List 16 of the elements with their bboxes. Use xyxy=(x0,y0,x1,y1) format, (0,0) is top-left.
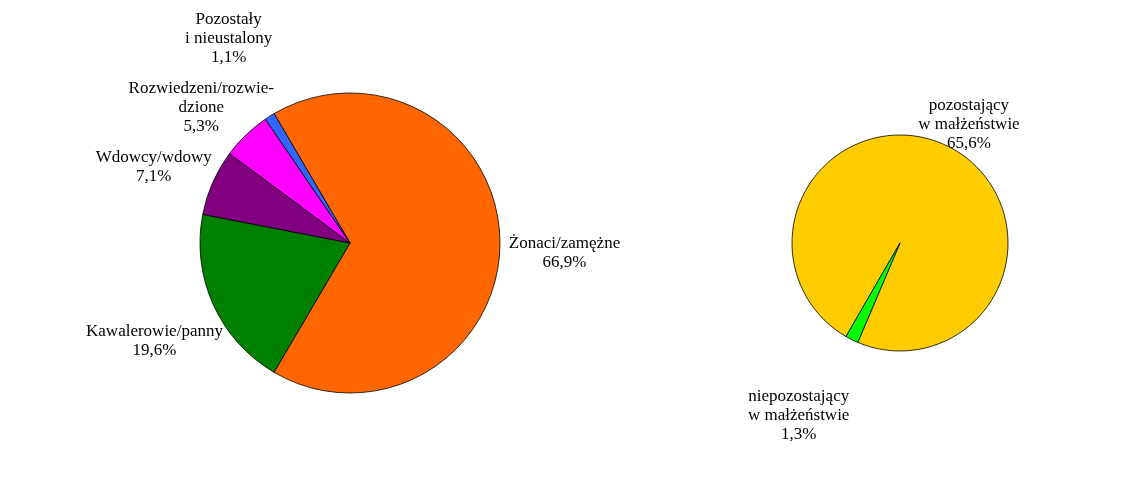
data-label: 66,9% xyxy=(542,252,587,272)
slice-label: Wdowcy/wdowy xyxy=(95,146,213,166)
slice-label: Pozostały i nieustalony xyxy=(184,8,273,47)
data-label: 1,3% xyxy=(780,424,817,444)
data-label: 7,1% xyxy=(136,165,172,185)
slice-label: Żonaci/zamężne xyxy=(508,233,621,253)
pie-slice xyxy=(845,242,901,343)
slice-label: pozostający w małżeństwie xyxy=(918,94,1020,133)
data-label: 1,1% xyxy=(210,46,247,66)
slice-label: Kawalerowie/panny xyxy=(86,321,224,341)
data-label: 65,6% xyxy=(946,132,991,152)
slice-label: Rozwiedzeni/rozwie- dzione xyxy=(128,78,275,117)
pie-slice xyxy=(791,134,1009,352)
data-label: 19,6% xyxy=(132,340,177,360)
slice-label: niepozostający w małżeństwie xyxy=(747,386,850,425)
data-label: 5,3% xyxy=(183,116,219,136)
